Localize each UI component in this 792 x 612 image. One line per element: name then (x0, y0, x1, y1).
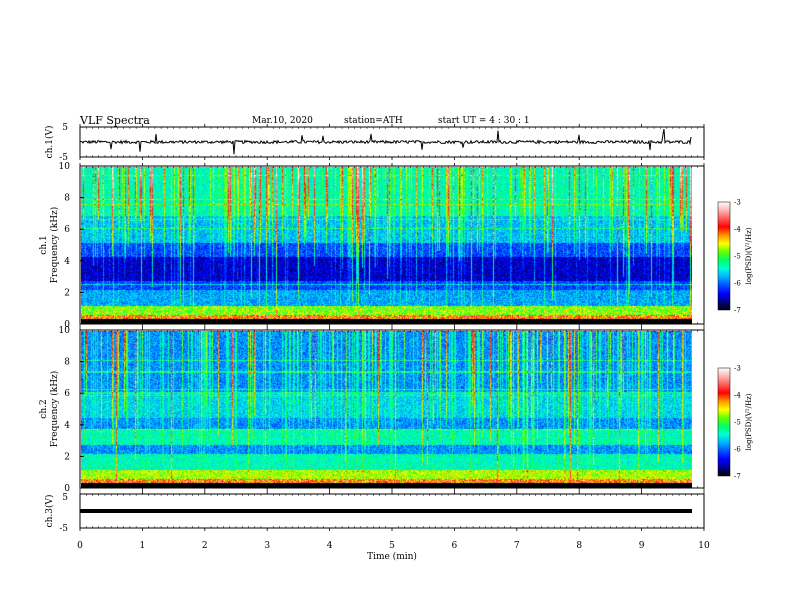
station-label: station=ATH (344, 116, 403, 126)
ch1-colorbar-tick-label: -5 (734, 253, 741, 261)
ch2-frequency-ylabel: Frequency (kHz) (49, 371, 60, 448)
time-tick-label: 6 (452, 541, 458, 551)
time-tick-label: 9 (639, 541, 645, 551)
ch2-freq-tick-label: 8 (64, 358, 70, 368)
ch2-freq-tick-label: 0 (64, 484, 70, 494)
ch2-colorbar: -3 -4 -5 -6 -7 log(PSD)(V²/Hz) (717, 365, 753, 481)
time-tick-label: 0 (77, 541, 83, 551)
ch2-freq-tick-label: 10 (59, 326, 71, 336)
start-time-label: start UT = 4 : 30 : 1 (438, 116, 530, 126)
time-tick-label: 3 (264, 541, 270, 551)
ch2-colorbar-tick-label: -3 (734, 365, 741, 373)
ch1-colorbar-tick-label: -4 (734, 226, 741, 234)
ch1-colorbar-tick-label: -3 (734, 199, 741, 207)
ch2-colorbar-tick-label: -6 (734, 446, 741, 454)
ch2-colorbar-ticks: -3 -4 -5 -6 -7 (734, 365, 741, 481)
ch1-freq-tick-label: 6 (64, 225, 70, 235)
ch3-ytick-top: 5 (62, 493, 68, 503)
ch1-colorbar-tick-label: -6 (734, 280, 741, 288)
ch1-spectrogram-image (81, 167, 692, 324)
time-tick-label: 5 (389, 541, 395, 551)
time-axis-label: Time (min) (367, 551, 417, 562)
time-tick-label: 2 (202, 541, 208, 551)
time-tick-label: 10 (698, 541, 710, 551)
ch2-colorbar-label: log(PSD)(V²/Hz) (745, 393, 753, 450)
ch2-freq-tick-label: 4 (64, 421, 70, 431)
ch3-voltage-trace (80, 509, 692, 513)
ch1-ytick-top: 5 (62, 123, 68, 133)
ch2-freq-tick-label: 2 (64, 452, 70, 462)
ch1-ytick-bottom: -5 (59, 153, 68, 163)
time-tick-label: 4 (327, 541, 333, 551)
ch1-channel-label: ch.1 (39, 235, 49, 254)
ch2-freq-tick-label: 6 (64, 389, 70, 399)
ch2-spectrogram-image (81, 331, 692, 488)
ch2-spectrogram-panel: 0 2 4 6 8 10 ch.2 Frequency (kHz) (39, 326, 705, 494)
ch1-frequency-ylabel: Frequency (kHz) (49, 207, 60, 284)
ch1-freq-tick-label: 2 (64, 288, 70, 298)
ch1-freq-tick-label: 10 (59, 162, 71, 172)
ch2-frequency-ticks: 0 2 4 6 8 10 (59, 326, 84, 494)
ch2-colorbar-tick-label: -7 (734, 473, 741, 481)
ch1-colorbar-ticks: -3 -4 -5 -6 -7 (734, 199, 741, 315)
ch2-colorbar-tick-label: -4 (734, 392, 741, 400)
ch1-voltage-ylabel: ch.1(V) (44, 126, 55, 159)
ch1-freq-tick-label: 4 (64, 257, 70, 267)
ch1-spectrogram-panel: 0 2 4 6 8 10 ch.1 Frequency (kHz) (39, 162, 705, 330)
ch1-colorbar-label: log(PSD)(V²/Hz) (745, 227, 753, 284)
ch1-frequency-ticks: 0 2 4 6 8 10 (59, 162, 84, 330)
ch3-voltage-panel: 5 -5 ch.3(V) (44, 493, 705, 534)
time-axis: 0 1 2 3 4 5 6 7 8 9 10 (77, 124, 710, 551)
ch1-voltage-panel: 5 -5 ch.1(V) (44, 123, 705, 163)
ch2-colorbar-scale (717, 367, 731, 477)
ch1-colorbar-tick-label: -7 (734, 307, 741, 315)
ch2-channel-label: ch.2 (39, 399, 49, 418)
time-tick-label: 1 (140, 541, 146, 551)
time-tick-label: 7 (514, 541, 520, 551)
ch3-ytick-bottom: -5 (59, 524, 68, 534)
ch3-voltage-ylabel: ch.3(V) (44, 495, 55, 528)
ch1-voltage-trace (79, 128, 692, 155)
date-label: Mar.10, 2020 (252, 116, 313, 126)
ch1-freq-tick-label: 8 (64, 194, 70, 204)
figure-title: VLF Spectra (79, 114, 150, 127)
ch2-colorbar-tick-label: -5 (734, 419, 741, 427)
time-tick-label: 8 (576, 541, 582, 551)
ch1-freq-tick-label: 0 (64, 320, 70, 330)
ch1-colorbar-scale (717, 201, 731, 311)
ch1-colorbar: -3 -4 -5 -6 -7 log(PSD)(V²/Hz) (717, 199, 753, 315)
